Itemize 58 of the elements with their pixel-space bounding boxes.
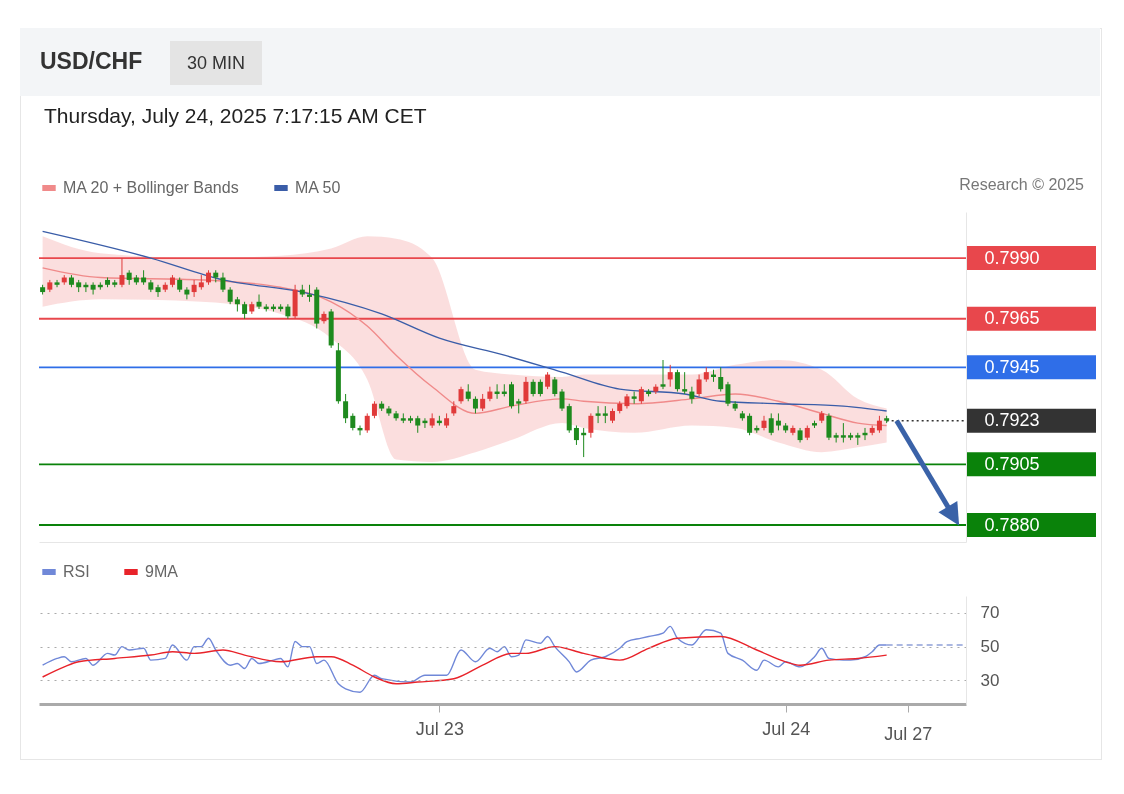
candlestick [761, 415, 767, 431]
chart-subtitle: 30 MIN [170, 41, 262, 85]
candlestick [833, 432, 839, 444]
candlestick [682, 371, 688, 395]
chart-title: USD/CHF [40, 48, 143, 75]
y-tick-label: 0.7990 [984, 247, 1040, 268]
y-tick-label: 50 [980, 637, 1000, 657]
candlestick [667, 364, 673, 388]
legend-label: 9MA [145, 563, 179, 580]
candlestick [90, 281, 96, 295]
y-tick-label: 30 [980, 670, 1000, 690]
legend-label: MA 20 + Bollinger Bands [63, 179, 239, 196]
text: Thursday, July 24, 2025 7:17:15 AM CET [44, 104, 427, 128]
candlestick [559, 388, 565, 412]
candlestick [256, 294, 262, 310]
candlestick [696, 374, 702, 397]
candlestick [487, 386, 493, 402]
candlestick [588, 412, 594, 439]
candlestick [119, 257, 125, 288]
candlestick [689, 386, 695, 405]
candlestick [343, 393, 349, 424]
candlestick [220, 272, 226, 293]
candlestick [191, 279, 197, 298]
candlestick [523, 376, 529, 405]
candlestick [718, 366, 724, 393]
candlestick [660, 359, 666, 390]
text: Research © 2025 [959, 176, 1084, 194]
line-series [41, 625, 888, 693]
candlestick [747, 412, 753, 436]
text: Jul 27 [884, 724, 933, 744]
y-tick-label: 0.7965 [984, 308, 1040, 329]
y-tick-label: 0.7905 [984, 453, 1040, 474]
line-series [41, 230, 888, 412]
y-tick-label: 0.7945 [984, 356, 1040, 377]
y-tick-label: 0.7880 [984, 514, 1040, 535]
candlestick [595, 405, 601, 424]
y-tick-label: 0.7923 [984, 410, 1040, 431]
x-tick-label: Jul 23 [415, 718, 464, 739]
candlestick [54, 279, 60, 288]
candlestick [573, 425, 579, 446]
candlestick [184, 286, 190, 300]
legend-label: RSI [63, 563, 90, 580]
candlestick [509, 381, 515, 410]
candlestick [155, 284, 161, 298]
candlestick [725, 381, 731, 407]
candlestick [768, 412, 774, 436]
line-series [41, 635, 888, 685]
candlestick [840, 422, 846, 444]
candlestick [321, 310, 327, 325]
legend-label: MA 50 [295, 179, 341, 196]
candlestick [364, 412, 370, 434]
y-tick-label: 70 [980, 603, 1000, 623]
candlestick [393, 410, 399, 422]
line-series [41, 267, 888, 427]
candlestick [674, 369, 680, 393]
x-tick-label: Jul 24 [762, 718, 811, 739]
candlestick [826, 412, 832, 441]
candlestick [552, 376, 558, 397]
